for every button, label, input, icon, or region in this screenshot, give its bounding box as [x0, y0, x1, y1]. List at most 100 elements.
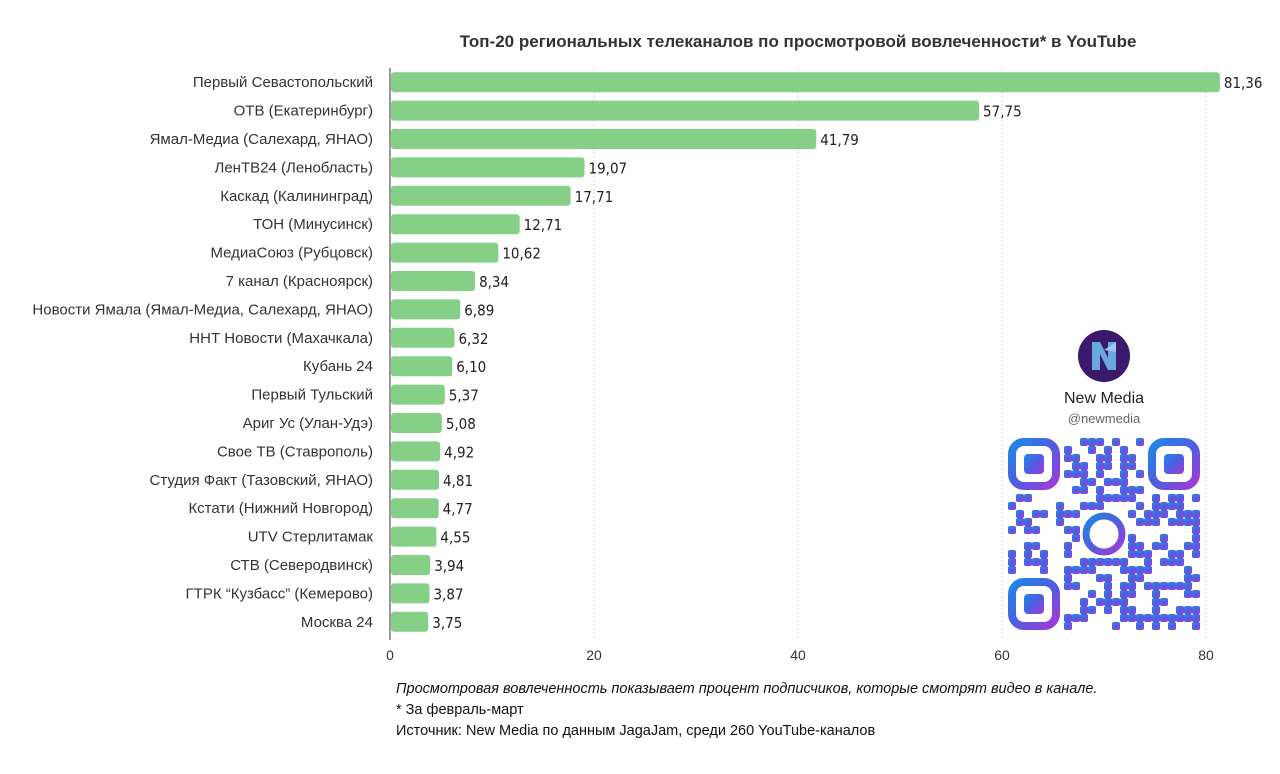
value-label: 57,75 — [983, 103, 1022, 121]
qr-module — [1080, 470, 1088, 478]
value-label: 41,79 — [820, 131, 859, 149]
qr-module — [1136, 486, 1144, 494]
qr-module — [1144, 550, 1152, 558]
qr-module — [1064, 526, 1072, 534]
qr-module — [1112, 622, 1120, 630]
qr-module — [1008, 526, 1016, 534]
qr-module — [1112, 598, 1120, 606]
bar — [391, 413, 442, 433]
qr-module — [1120, 598, 1128, 606]
qr-module — [1064, 574, 1072, 582]
category-label: 7 канал (Красноярск) — [226, 273, 373, 290]
qr-module — [1128, 566, 1136, 574]
qr-module — [1192, 534, 1200, 542]
note-source: Источник: New Media по данным JagaJam, с… — [396, 723, 876, 739]
qr-module — [1152, 542, 1160, 550]
qr-module — [1192, 590, 1200, 598]
qr-module — [1192, 526, 1200, 534]
qr-module — [1072, 534, 1080, 542]
value-label: 4,81 — [443, 472, 473, 490]
qr-module — [1016, 510, 1024, 518]
value-label: 8,34 — [479, 273, 509, 291]
bar — [391, 611, 429, 632]
qr-module — [1176, 550, 1184, 558]
qr-module — [1152, 518, 1160, 526]
category-label: UTV Стерлитамак — [248, 529, 374, 546]
qr-module — [1080, 614, 1088, 622]
value-label: 4,92 — [444, 443, 474, 461]
x-tick-label: 0 — [386, 647, 394, 663]
bar — [391, 327, 455, 348]
brand-block: New Media @newmedia — [1004, 330, 1204, 635]
qr-module — [1080, 606, 1088, 614]
bar — [391, 583, 430, 604]
qr-module — [1024, 542, 1032, 550]
qr-module — [1120, 462, 1128, 470]
qr-module — [1112, 558, 1120, 566]
brand-handle: @newmedia — [1067, 411, 1141, 426]
qr-code-icon[interactable] — [1004, 438, 1204, 635]
qr-module — [1064, 542, 1072, 550]
qr-module — [1088, 566, 1096, 574]
qr-module — [1112, 478, 1120, 486]
qr-module — [1064, 550, 1072, 558]
qr-module — [1192, 542, 1200, 550]
qr-module — [1176, 518, 1184, 526]
qr-module — [1152, 582, 1160, 590]
qr-module — [1088, 502, 1096, 510]
qr-module — [1072, 566, 1080, 574]
qr-module — [1072, 510, 1080, 518]
qr-module — [1064, 582, 1072, 590]
qr-module — [1064, 566, 1072, 574]
bar — [391, 441, 441, 462]
bar — [391, 356, 453, 377]
qr-module — [1176, 582, 1184, 590]
qr-module — [1056, 510, 1064, 518]
qr-module — [1128, 510, 1136, 518]
qr-module — [1136, 438, 1144, 446]
qr-module — [1184, 518, 1192, 526]
qr-module — [1064, 470, 1072, 478]
qr-module — [1168, 502, 1176, 510]
qr-module — [1104, 582, 1112, 590]
qr-module — [1120, 582, 1128, 590]
qr-module — [1096, 462, 1104, 470]
category-label: ОТВ (Екатеринбург) — [234, 103, 373, 120]
qr-module — [1144, 510, 1152, 518]
qr-module — [1096, 454, 1104, 462]
category-label: СТВ (Северодвинск) — [230, 557, 373, 574]
qr-module — [1096, 470, 1104, 478]
qr-module — [1184, 566, 1192, 574]
qr-module — [1176, 614, 1184, 622]
bar — [391, 526, 437, 547]
value-labels: 81,36 57,75 41,79 19,07 17,71 12,71 10,62 8,34 6… — [432, 74, 1262, 632]
qr-module — [1064, 510, 1072, 518]
qr-module — [1120, 486, 1128, 494]
qr-module — [1152, 606, 1160, 614]
qr-module — [1128, 462, 1136, 470]
qr-module — [1024, 518, 1032, 526]
qr-module — [1080, 598, 1088, 606]
qr-module — [1104, 478, 1112, 486]
qr-module — [1120, 446, 1128, 454]
qr-module — [1008, 502, 1016, 510]
qr-module — [1184, 614, 1192, 622]
qr-module — [1088, 478, 1096, 486]
qr-module — [1152, 622, 1160, 630]
qr-module — [1192, 518, 1200, 526]
footnotes: Просмотровая вовлеченность показывает пр… — [396, 679, 1097, 742]
qr-module — [1080, 558, 1088, 566]
qr-module — [1128, 574, 1136, 582]
qr-module — [1136, 542, 1144, 550]
qr-module — [1168, 582, 1176, 590]
category-label: Студия Факт (Тазовский, ЯНАО) — [150, 472, 373, 489]
qr-module — [1104, 590, 1112, 598]
qr-module — [1144, 566, 1152, 574]
qr-module — [1192, 606, 1200, 614]
qr-module — [1128, 614, 1136, 622]
value-label: 10,62 — [502, 245, 541, 263]
qr-module — [1104, 462, 1112, 470]
qr-module — [1064, 622, 1072, 630]
qr-module — [1184, 582, 1192, 590]
